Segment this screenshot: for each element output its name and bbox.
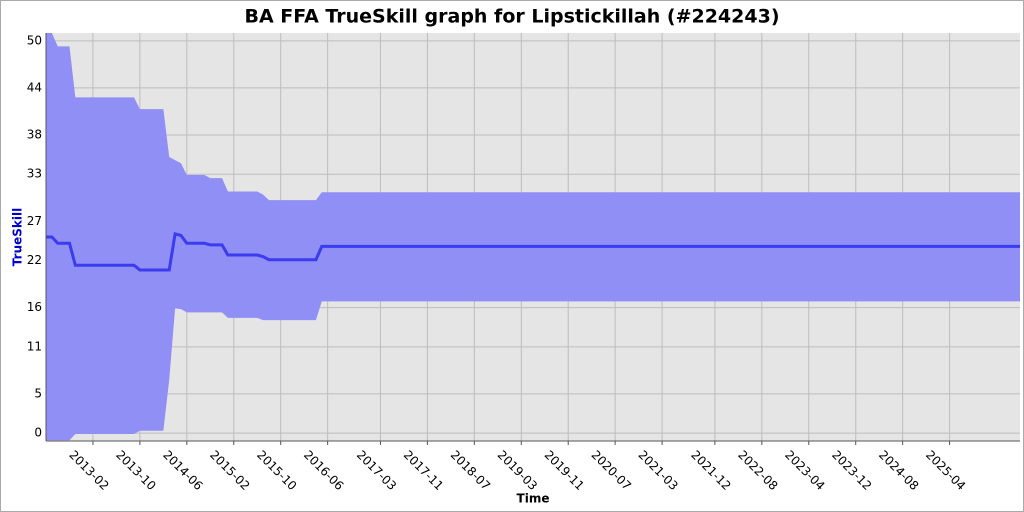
- y-tick-label: 44: [27, 80, 42, 94]
- y-tick-label: 27: [27, 214, 42, 228]
- confidence-band: [46, 33, 1020, 441]
- chart-title: BA FFA TrueSkill graph for Lipstickillah…: [245, 6, 780, 28]
- x-axis-label: Time: [517, 492, 550, 506]
- y-tick-label: 22: [27, 253, 42, 267]
- y-tick-label: 50: [27, 33, 42, 47]
- y-tick-label: 16: [27, 300, 42, 314]
- y-tick-label: 38: [27, 128, 42, 142]
- y-tick-label: 0: [34, 426, 42, 440]
- y-tick-label: 11: [27, 339, 42, 353]
- trueskill-line: [46, 231, 1020, 272]
- y-tick-label: 5: [34, 386, 42, 400]
- y-tick-label: 33: [27, 167, 42, 181]
- y-axis-label: TrueSkill: [11, 208, 25, 266]
